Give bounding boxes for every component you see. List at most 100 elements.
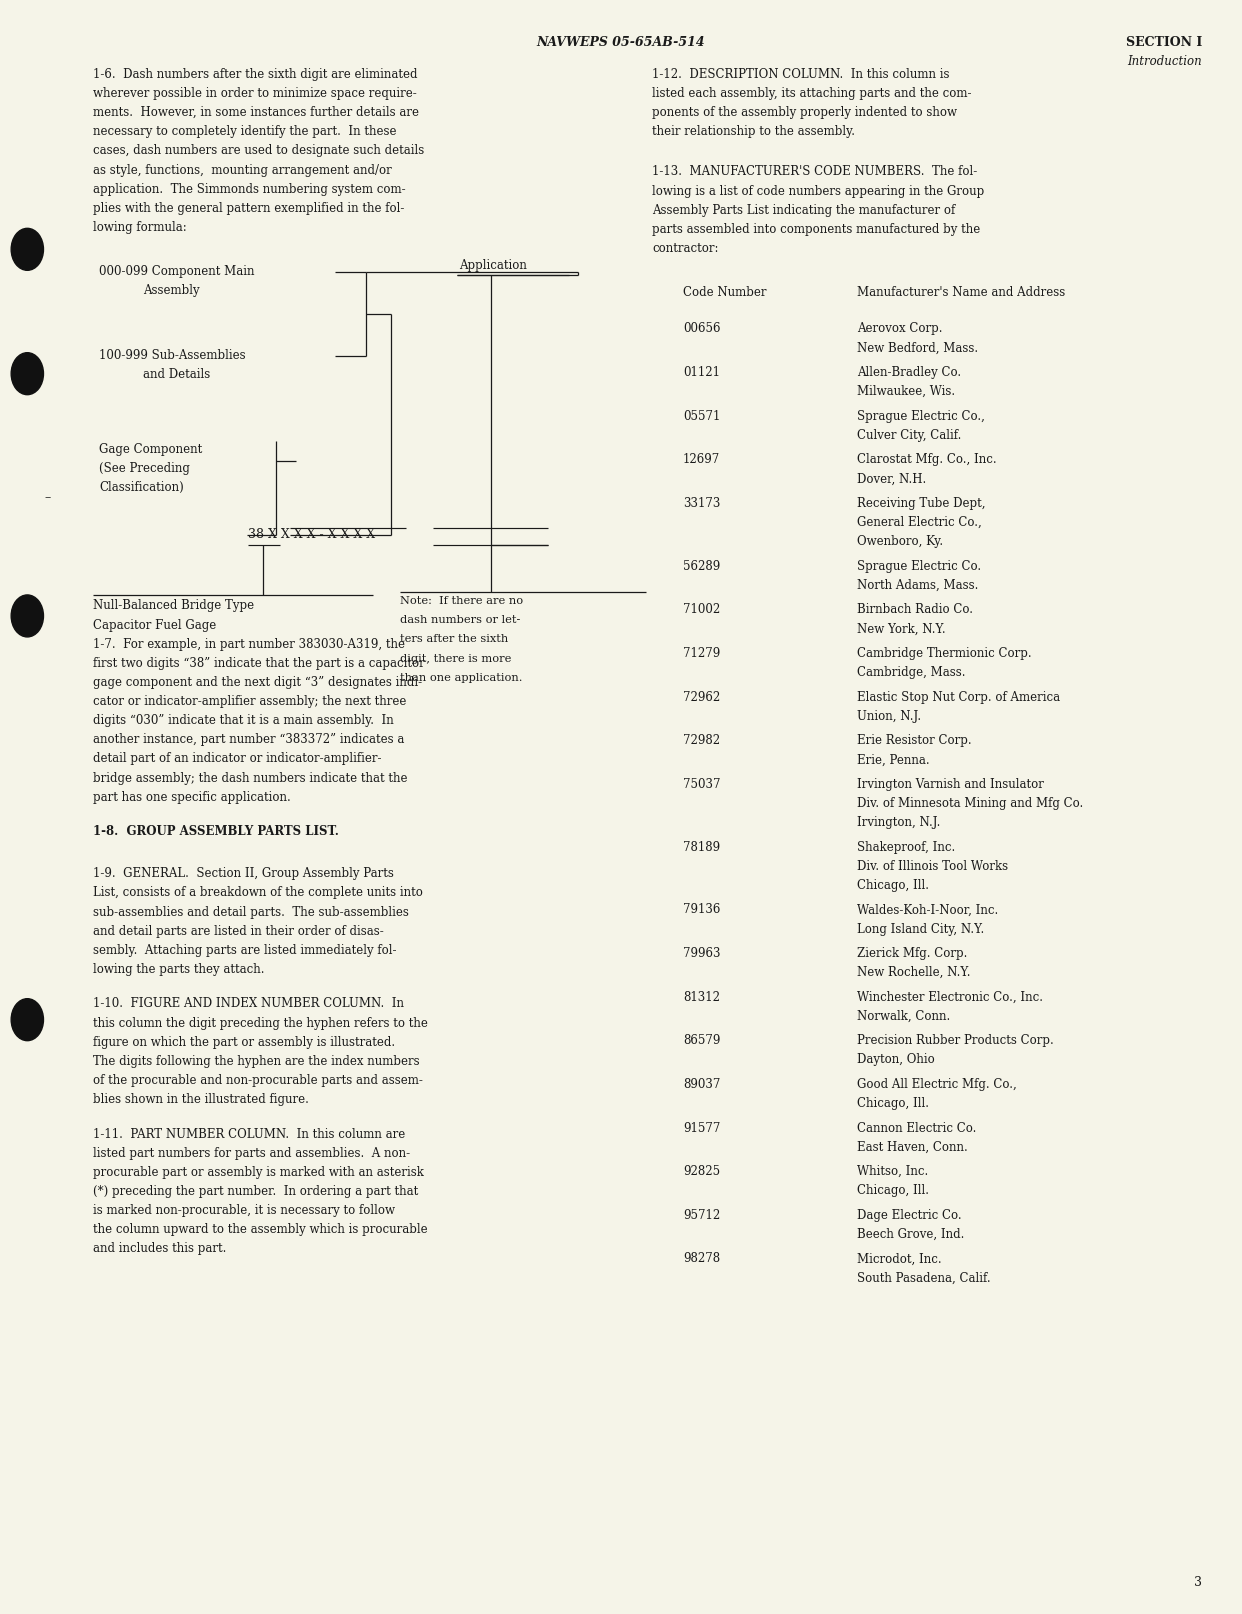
Text: sub-assemblies and detail parts.  The sub-assemblies: sub-assemblies and detail parts. The sub… — [93, 905, 409, 918]
Text: –: – — [43, 491, 51, 504]
Text: Code Number: Code Number — [683, 286, 766, 299]
Text: blies shown in the illustrated figure.: blies shown in the illustrated figure. — [93, 1093, 309, 1106]
Text: Classification): Classification) — [99, 481, 184, 494]
Text: Norwalk, Conn.: Norwalk, Conn. — [857, 1009, 950, 1022]
Text: East Haven, Conn.: East Haven, Conn. — [857, 1139, 968, 1152]
Text: Irvington Varnish and Insulator: Irvington Varnish and Insulator — [857, 778, 1043, 791]
Text: 78189: 78189 — [683, 841, 720, 854]
Text: Waldes-Koh-I-Noor, Inc.: Waldes-Koh-I-Noor, Inc. — [857, 902, 999, 915]
Circle shape — [11, 229, 43, 271]
Text: gage component and the next digit “3” designates indi-: gage component and the next digit “3” de… — [93, 676, 422, 689]
Text: figure on which the part or assembly is illustrated.: figure on which the part or assembly is … — [93, 1035, 395, 1047]
Text: Elastic Stop Nut Corp. of America: Elastic Stop Nut Corp. of America — [857, 691, 1061, 704]
Text: Sprague Electric Co.,: Sprague Electric Co., — [857, 410, 985, 423]
Text: 1-13.  MANUFACTURER'S CODE NUMBERS.  The fol-: 1-13. MANUFACTURER'S CODE NUMBERS. The f… — [652, 165, 977, 178]
Text: 71279: 71279 — [683, 647, 720, 660]
Text: lowing formula:: lowing formula: — [93, 221, 186, 234]
Text: Capacitor Fuel Gage: Capacitor Fuel Gage — [93, 618, 216, 631]
Text: 38 X X X X - X X X X: 38 X X X X - X X X X — [248, 528, 375, 541]
Text: 05571: 05571 — [683, 410, 720, 423]
Text: New Rochelle, N.Y.: New Rochelle, N.Y. — [857, 965, 970, 978]
Text: cases, dash numbers are used to designate such details: cases, dash numbers are used to designat… — [93, 144, 425, 157]
Text: parts assembled into components manufactured by the: parts assembled into components manufact… — [652, 223, 980, 236]
Text: New Bedford, Mass.: New Bedford, Mass. — [857, 341, 979, 355]
Text: 71002: 71002 — [683, 604, 720, 617]
Text: 79963: 79963 — [683, 946, 720, 959]
Text: wherever possible in order to minimize space require-: wherever possible in order to minimize s… — [93, 87, 417, 100]
Text: 56289: 56289 — [683, 560, 720, 573]
Text: and includes this part.: and includes this part. — [93, 1241, 226, 1254]
Text: 75037: 75037 — [683, 778, 720, 791]
Text: Allen-Bradley Co.: Allen-Bradley Co. — [857, 366, 961, 379]
Text: of the procurable and non-procurable parts and assem-: of the procurable and non-procurable par… — [93, 1073, 424, 1086]
Text: North Adams, Mass.: North Adams, Mass. — [857, 578, 979, 591]
Text: Beech Grove, Ind.: Beech Grove, Ind. — [857, 1227, 964, 1240]
Text: Clarostat Mfg. Co., Inc.: Clarostat Mfg. Co., Inc. — [857, 454, 996, 466]
Text: Application: Application — [460, 258, 528, 271]
Text: 98278: 98278 — [683, 1252, 720, 1265]
Text: listed part numbers for parts and assemblies.  A non-: listed part numbers for parts and assemb… — [93, 1146, 410, 1159]
Text: Good All Electric Mfg. Co.,: Good All Electric Mfg. Co., — [857, 1077, 1017, 1089]
Text: Cambridge, Mass.: Cambridge, Mass. — [857, 665, 965, 678]
Text: ments.  However, in some instances further details are: ments. However, in some instances furthe… — [93, 107, 419, 119]
Text: Cannon Electric Co.: Cannon Electric Co. — [857, 1120, 976, 1135]
Text: New York, N.Y.: New York, N.Y. — [857, 621, 945, 634]
Text: as style, functions,  mounting arrangement and/or: as style, functions, mounting arrangemen… — [93, 163, 392, 176]
Text: digit, there is more: digit, there is more — [400, 654, 512, 663]
Text: 1-8.  GROUP ASSEMBLY PARTS LIST.: 1-8. GROUP ASSEMBLY PARTS LIST. — [93, 825, 339, 838]
Text: 79136: 79136 — [683, 902, 720, 915]
Text: Whitso, Inc.: Whitso, Inc. — [857, 1164, 928, 1178]
Text: 3: 3 — [1195, 1575, 1202, 1588]
Text: Manufacturer's Name and Address: Manufacturer's Name and Address — [857, 286, 1066, 299]
Text: another instance, part number “383372” indicates a: another instance, part number “383372” i… — [93, 733, 405, 746]
Text: detail part of an indicator or indicator-amplifier-: detail part of an indicator or indicator… — [93, 752, 381, 765]
Text: ponents of the assembly properly indented to show: ponents of the assembly properly indente… — [652, 107, 958, 119]
Text: Chicago, Ill.: Chicago, Ill. — [857, 1183, 929, 1196]
Text: 89037: 89037 — [683, 1077, 720, 1089]
Text: SECTION I: SECTION I — [1126, 36, 1202, 48]
Text: lowing is a list of code numbers appearing in the Group: lowing is a list of code numbers appeari… — [652, 184, 985, 197]
Text: 33173: 33173 — [683, 497, 720, 510]
Text: Shakeproof, Inc.: Shakeproof, Inc. — [857, 841, 955, 854]
Text: 72962: 72962 — [683, 691, 720, 704]
Text: 000-099 Component Main: 000-099 Component Main — [99, 265, 255, 278]
Text: 1-7.  For example, in part number 383030-A319, the: 1-7. For example, in part number 383030-… — [93, 638, 405, 650]
Text: and detail parts are listed in their order of disas-: and detail parts are listed in their ord… — [93, 925, 384, 938]
Text: NAVWEPS 05-65AB-514: NAVWEPS 05-65AB-514 — [537, 36, 705, 48]
Text: (See Preceding: (See Preceding — [99, 462, 190, 475]
Text: Note:  If there are no: Note: If there are no — [400, 596, 523, 605]
Text: Cambridge Thermionic Corp.: Cambridge Thermionic Corp. — [857, 647, 1032, 660]
Text: Assembly Parts List indicating the manufacturer of: Assembly Parts List indicating the manuf… — [652, 203, 955, 216]
Text: Birnbach Radio Co.: Birnbach Radio Co. — [857, 604, 972, 617]
Text: ters after the sixth: ters after the sixth — [400, 634, 508, 644]
Text: 81312: 81312 — [683, 989, 720, 1002]
Text: dash numbers or let-: dash numbers or let- — [400, 615, 520, 625]
Text: Aerovox Corp.: Aerovox Corp. — [857, 323, 943, 336]
Text: Erie, Penna.: Erie, Penna. — [857, 752, 929, 767]
Text: 1-12.  DESCRIPTION COLUMN.  In this column is: 1-12. DESCRIPTION COLUMN. In this column… — [652, 68, 950, 81]
Text: 1-9.  GENERAL.  Section II, Group Assembly Parts: 1-9. GENERAL. Section II, Group Assembly… — [93, 867, 394, 880]
Text: (*) preceding the part number.  In ordering a part that: (*) preceding the part number. In orderi… — [93, 1185, 419, 1198]
Text: Winchester Electronic Co., Inc.: Winchester Electronic Co., Inc. — [857, 989, 1043, 1002]
Text: The digits following the hyphen are the index numbers: The digits following the hyphen are the … — [93, 1054, 420, 1067]
Text: part has one specific application.: part has one specific application. — [93, 791, 291, 804]
Text: Dover, N.H.: Dover, N.H. — [857, 473, 927, 486]
Text: Precision Rubber Products Corp.: Precision Rubber Products Corp. — [857, 1033, 1053, 1046]
Text: 1-11.  PART NUMBER COLUMN.  In this column are: 1-11. PART NUMBER COLUMN. In this column… — [93, 1127, 405, 1139]
Circle shape — [11, 999, 43, 1041]
Text: Microdot, Inc.: Microdot, Inc. — [857, 1252, 941, 1265]
Text: General Electric Co.,: General Electric Co., — [857, 516, 981, 529]
Text: this column the digit preceding the hyphen refers to the: this column the digit preceding the hyph… — [93, 1015, 428, 1030]
Text: Dage Electric Co.: Dage Electric Co. — [857, 1207, 961, 1222]
Text: Zierick Mfg. Corp.: Zierick Mfg. Corp. — [857, 946, 968, 959]
Text: application.  The Simmonds numbering system com-: application. The Simmonds numbering syst… — [93, 182, 406, 195]
Text: Dayton, Ohio: Dayton, Ohio — [857, 1052, 935, 1065]
Text: Gage Component: Gage Component — [99, 442, 202, 455]
Text: 92825: 92825 — [683, 1164, 720, 1178]
Text: than one application.: than one application. — [400, 673, 523, 683]
Text: lowing the parts they attach.: lowing the parts they attach. — [93, 962, 265, 975]
Text: List, consists of a breakdown of the complete units into: List, consists of a breakdown of the com… — [93, 886, 424, 899]
Text: Receiving Tube Dept,: Receiving Tube Dept, — [857, 497, 985, 510]
Text: their relationship to the assembly.: their relationship to the assembly. — [652, 126, 854, 139]
Text: Irvington, N.J.: Irvington, N.J. — [857, 815, 940, 828]
